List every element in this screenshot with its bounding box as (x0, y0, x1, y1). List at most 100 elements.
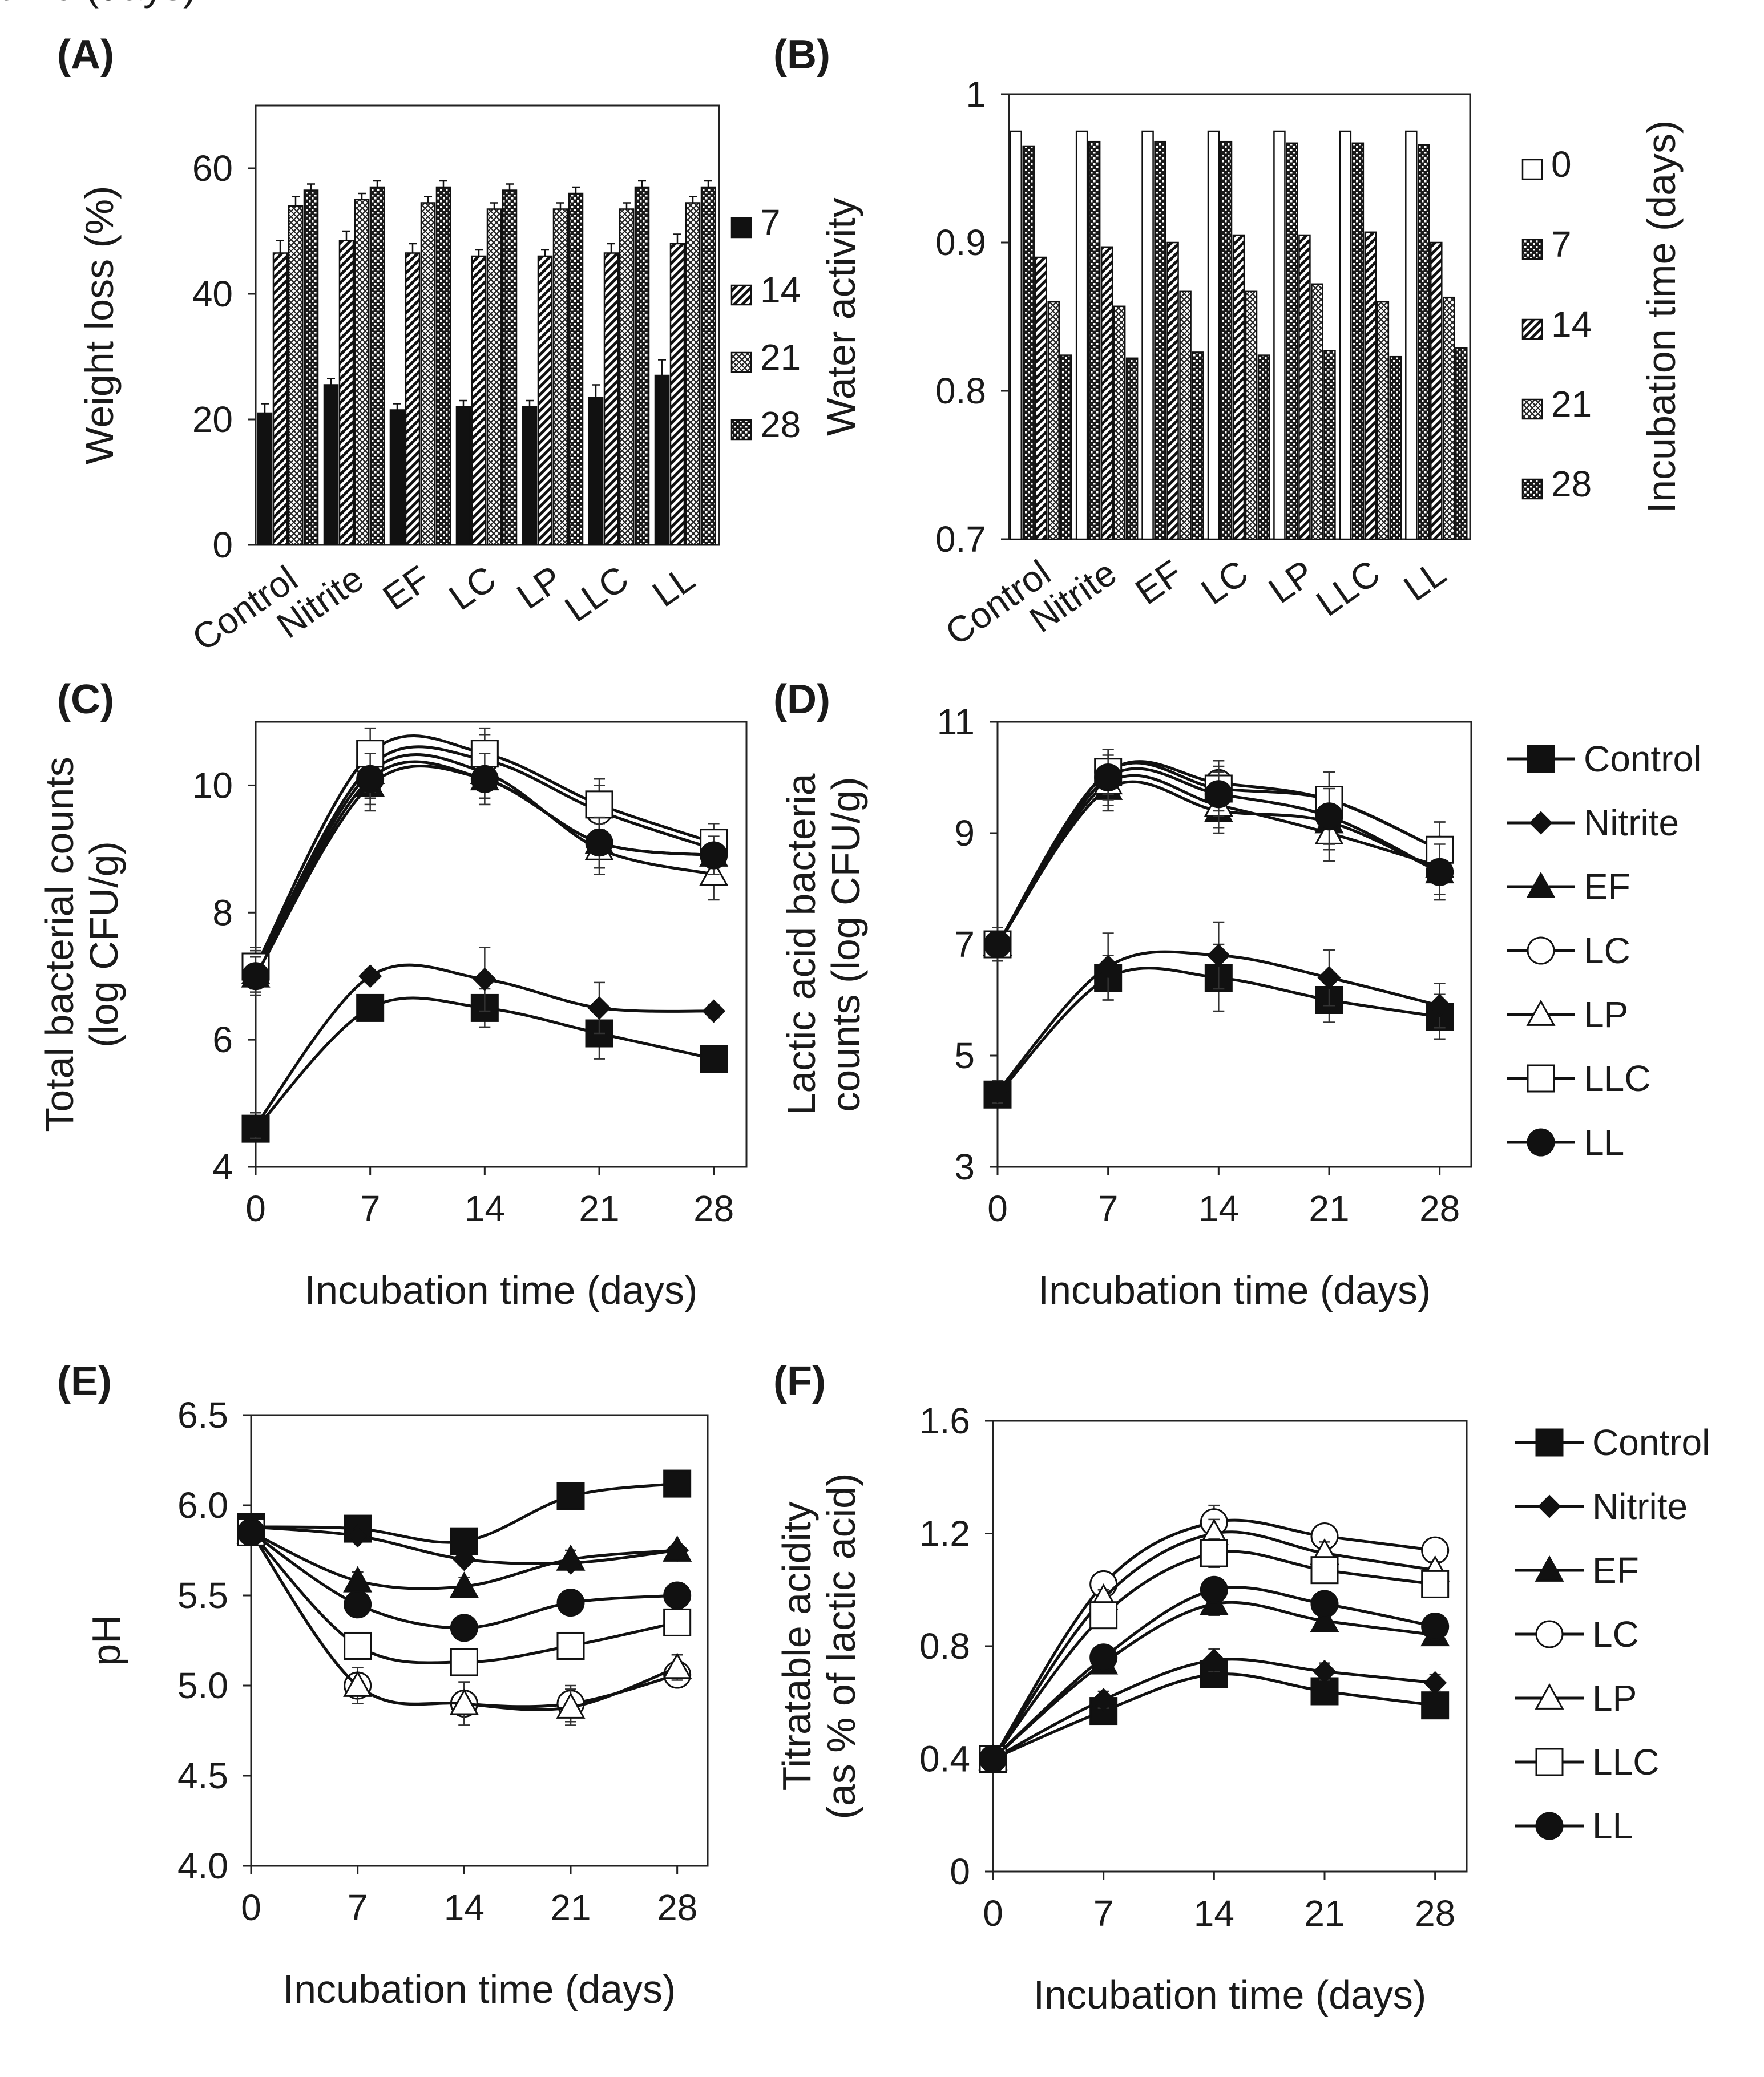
marker-control-28 (663, 1469, 692, 1498)
plot-frame (996, 721, 1472, 1168)
legend-label-ef: EF (1584, 866, 1630, 907)
legend-label-llc: LLC (1592, 1741, 1659, 1783)
legend-swatch-21 (730, 351, 752, 373)
legend-marker-ef (1535, 1555, 1564, 1582)
bar-ll-7 (1418, 144, 1430, 540)
bar-llc-14 (1364, 231, 1377, 540)
marker-llc-14 (1200, 1539, 1228, 1567)
y-tick-label: 4.5 (177, 1755, 228, 1796)
plot-frame (250, 1414, 709, 1867)
x-tick-label: 21 (1309, 1188, 1349, 1229)
bar-lp-7 (1286, 142, 1298, 540)
bar-lc-21 (486, 208, 502, 546)
panel-e-ph: (E) 4.0 4.5 5.0 5.5 6.0 6.5 0 7 14 21 28 Incubation… (57, 1359, 709, 2011)
legend-marker-nitrite (1529, 811, 1553, 835)
legend-label-lc: LC (1584, 930, 1630, 971)
marker-nitrite-0 (986, 1080, 1010, 1104)
bar-ef-14 (405, 252, 421, 546)
legend-swatch-7 (730, 217, 752, 239)
y-tick-label: 10 (192, 765, 233, 806)
bar-nitrite-21 (1113, 305, 1126, 540)
x-tick-label: 0 (245, 1188, 266, 1229)
bar-nitrite-0 (1075, 130, 1088, 540)
bar-llc-21 (619, 208, 635, 546)
panel-d-lactic-acid-bacteria-counts: (D) 3 5 7 9 11 0 7 14 21 28 Incubation time (days)… (773, 677, 1701, 1312)
legend-label-21: 21 (1551, 383, 1592, 425)
marker-llc-7 (1089, 1601, 1118, 1630)
x-category-label-lp: LP (1261, 552, 1321, 611)
bar-lp-14 (1298, 234, 1311, 540)
marker-ll-21 (585, 829, 613, 857)
x-tick-label: 21 (1304, 1893, 1345, 1934)
bar-lp-14 (537, 255, 553, 546)
legend-marker-ll (1527, 1128, 1555, 1157)
marker-nitrite-14 (1202, 1648, 1226, 1672)
y-tick-label: 4 (212, 1146, 233, 1187)
y-axis-title-line-0: Total bacterial counts (37, 757, 82, 1132)
bar-nitrite-14 (338, 240, 354, 546)
bar-lp-21 (552, 208, 568, 546)
marker-ll-21 (1315, 802, 1343, 831)
panel-label-c: (C) (57, 677, 114, 722)
marker-nitrite-21 (587, 996, 611, 1020)
marker-ll-14 (450, 1614, 478, 1642)
bar-lp-0 (1273, 130, 1286, 540)
bar-ef-0 (1141, 130, 1154, 540)
bar-ef-7 (1154, 140, 1166, 540)
y-tick-label: 5.0 (177, 1665, 228, 1706)
series-line-llc (254, 734, 715, 968)
marker-control-14 (1200, 1660, 1228, 1688)
y-axis-title-line-1: counts (log CFU/g) (824, 777, 868, 1112)
y-tick-label: 6 (212, 1019, 233, 1060)
marker-ll-28 (1426, 858, 1454, 886)
bar-llc-7 (588, 397, 604, 546)
legend-title: Incubation time (days) (1639, 120, 1684, 514)
series-line-lp (991, 1530, 1436, 1760)
y-tick-label: 0.9 (935, 222, 986, 263)
marker-llc-21 (556, 1631, 585, 1660)
x-tick-label: 21 (550, 1887, 591, 1928)
y-tick-label: 0.7 (935, 519, 986, 560)
marker-ll-21 (556, 1589, 585, 1617)
bar-control-7 (257, 412, 273, 546)
marker-ll-0 (979, 1745, 1007, 1773)
legend-label-ll: LL (1584, 1122, 1624, 1163)
panel-e-plot: 4.0 4.5 5.0 5.5 6.0 6.5 0 7 14 21 28 Incubation tim… (84, 1395, 709, 2011)
bar-nitrite-7 (1088, 140, 1101, 540)
marker-ll-14 (1204, 780, 1233, 809)
x-category-label-ll: LL (645, 557, 702, 615)
y-axis-title-line-1: (as % of lactic acid) (819, 1473, 863, 1820)
marker-nitrite-28 (1423, 1671, 1447, 1695)
legend-label-lp: LP (1592, 1678, 1637, 1719)
y-tick-label: 4.0 (177, 1845, 228, 1886)
x-tick-label: 0 (983, 1893, 1003, 1934)
marker-ef-14 (449, 1571, 479, 1598)
x-tick-label: 7 (348, 1887, 368, 1928)
legend-title: Incubation time (days) (0, 0, 196, 9)
legend-label-nitrite: Nitrite (1584, 802, 1679, 843)
marker-control-7 (356, 993, 385, 1022)
y-tick-label: 40 (192, 273, 233, 314)
bar-control-21 (288, 205, 304, 546)
legend-label-ef: EF (1592, 1550, 1639, 1591)
x-axis-title: Incubation time (days) (305, 1268, 698, 1312)
marker-llc-14 (450, 1648, 478, 1676)
bar-lp-21 (1311, 283, 1323, 540)
bar-ll-28 (1455, 347, 1468, 540)
bar-lc-21 (1245, 290, 1258, 540)
y-tick-label: 6.5 (177, 1395, 228, 1436)
bar-lc-0 (1207, 130, 1220, 540)
panel-label-f: (F) (773, 1359, 826, 1404)
bar-ef-14 (1166, 241, 1179, 540)
legend-label-14: 14 (1551, 304, 1592, 345)
legend-label-llc: LLC (1584, 1058, 1650, 1099)
legend-marker-lc (1527, 936, 1555, 965)
panel-c-total-bacterial-counts: (C) 4 6 8 10 0 7 14 21 28 Incubation time (days) T… (37, 677, 748, 1312)
legend-swatch-14 (1521, 318, 1543, 340)
bar-lc-14 (1232, 234, 1245, 540)
bar-lc-28 (502, 189, 518, 546)
marker-ll-0 (241, 962, 270, 991)
y-axis-title-line-1: (log CFU/g) (82, 841, 126, 1048)
